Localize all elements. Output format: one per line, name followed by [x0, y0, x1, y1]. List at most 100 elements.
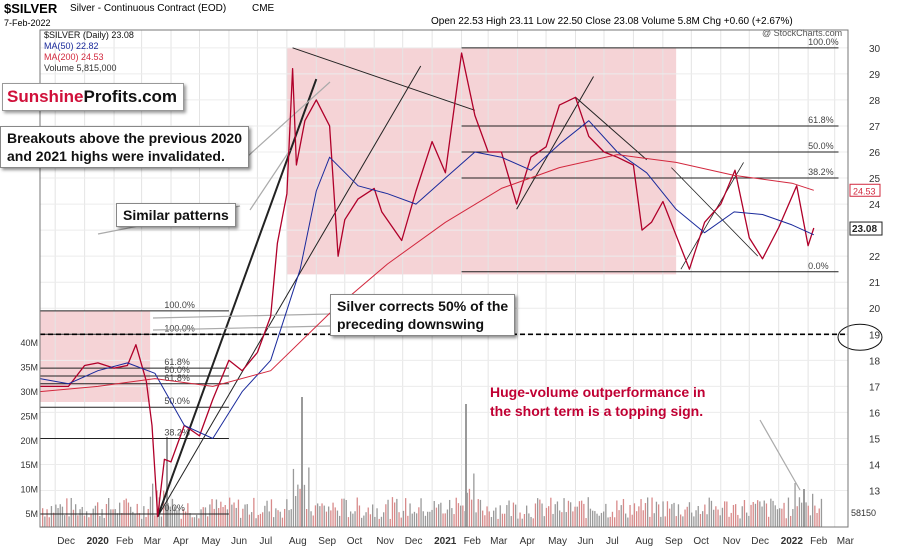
volume-bar: [165, 505, 167, 527]
volume-bar: [279, 511, 281, 527]
volume-bar: [365, 512, 367, 527]
volume-bar: [574, 506, 576, 527]
volume-bar: [143, 506, 145, 527]
price-tick-label: 26: [869, 148, 881, 159]
volume-bar: [754, 503, 757, 527]
volume-bar: [83, 515, 86, 527]
volume-bar: [268, 511, 270, 527]
volume-bar: [237, 499, 240, 527]
volume-bar: [787, 497, 790, 527]
volume-bar: [257, 514, 259, 527]
volume-bar: [633, 503, 636, 527]
volume-bar: [548, 506, 550, 527]
volume-bar: [57, 508, 59, 527]
volume-bar: [772, 500, 774, 527]
volume-bar: [471, 499, 473, 527]
x-tick-label: Jun: [231, 536, 247, 547]
breakouts-callout: Breakouts above the previous 2020 and 20…: [0, 126, 249, 168]
legend-ma200: MA(200) 24.53: [44, 52, 104, 62]
volume-bar: [528, 513, 530, 527]
volume-bar: [400, 517, 402, 527]
level-label: 50.0%: [808, 141, 834, 151]
price-tick-label: 25: [869, 174, 881, 185]
volume-bar: [785, 518, 787, 527]
volume-bar: [431, 509, 433, 527]
level-label: 61.8%: [164, 357, 190, 367]
chart-exchange: CME: [252, 3, 275, 14]
volume-bar: [702, 511, 704, 527]
legend-price: $SILVER (Daily) 23.08: [44, 30, 134, 40]
volume-bar: [820, 498, 823, 527]
volume-bar: [592, 510, 594, 527]
volume-bar: [798, 497, 801, 527]
volume-bar: [380, 516, 383, 527]
volume-bar: [739, 518, 741, 527]
volume-bar: [521, 518, 523, 527]
volume-bar: [433, 501, 435, 527]
volume-bar: [682, 516, 684, 527]
x-tick-label: 2020: [87, 536, 110, 547]
close-value-box: [849, 221, 883, 236]
volume-bar: [475, 512, 477, 527]
volume-bar: [570, 502, 572, 527]
volume-bar: [614, 517, 616, 527]
volume-bar: [809, 515, 812, 527]
volume-bar: [330, 510, 332, 527]
volume-bar: [145, 517, 147, 527]
volume-bar: [345, 499, 347, 527]
volume-bar: [735, 504, 737, 527]
volume-bar: [103, 517, 105, 527]
logo-part1: Sunshine: [7, 87, 84, 106]
volume-bar: [453, 514, 455, 527]
chart-description: Silver - Continuous Contract (EOD): [70, 3, 227, 14]
volume-bar: [636, 511, 638, 527]
close-value-label: 23.08: [852, 224, 877, 235]
x-tick-label: Mar: [490, 536, 508, 547]
volume-bar: [262, 512, 264, 527]
volume-bar: [141, 518, 143, 527]
volume-bar: [677, 504, 680, 527]
volume-bar: [251, 512, 253, 527]
x-tick-label: Dec: [57, 536, 75, 547]
volume-bar: [174, 506, 176, 527]
volume-bar: [812, 493, 814, 527]
volume-tick-label: 5M: [25, 509, 38, 519]
x-tick-label: May: [202, 536, 221, 547]
volume-bar: [649, 516, 651, 527]
volume-bar: [191, 517, 193, 527]
volume-bar: [288, 510, 290, 527]
volume-bar: [284, 508, 286, 527]
volume-bar: [625, 513, 627, 527]
volume-bar: [501, 513, 504, 527]
volume-bar: [235, 507, 237, 527]
volume-bar: [207, 516, 209, 527]
volume-bar: [163, 490, 165, 527]
volume-bar: [651, 497, 653, 527]
trend-line: [157, 65, 422, 517]
volume-bar: [383, 512, 385, 527]
volume-bar: [200, 509, 202, 527]
callout-pointer: [152, 325, 331, 331]
volume-bar: [385, 504, 387, 527]
volume-bar: [532, 518, 534, 527]
volume-bar: [68, 516, 70, 527]
volume-bar: [295, 496, 297, 527]
volume-bar: [218, 508, 220, 527]
price-tick-label: 24: [869, 200, 881, 211]
volume-bar: [116, 513, 119, 527]
volume-bar: [136, 503, 138, 527]
volume-bar: [422, 511, 424, 527]
volume-bar: [807, 505, 809, 527]
volume-bar: [176, 510, 178, 527]
volume-bar: [86, 511, 88, 527]
volume-bar: [308, 467, 310, 527]
level-label: 0.0%: [164, 503, 185, 513]
volume-bar: [215, 499, 218, 527]
trend-line: [156, 78, 318, 517]
volume-bar: [794, 482, 796, 527]
volume-bar: [455, 497, 457, 527]
volume-bar: [673, 502, 675, 527]
volume-bar: [818, 508, 820, 527]
ma50-series-line: [39, 120, 815, 439]
volume-bar: [713, 509, 715, 527]
